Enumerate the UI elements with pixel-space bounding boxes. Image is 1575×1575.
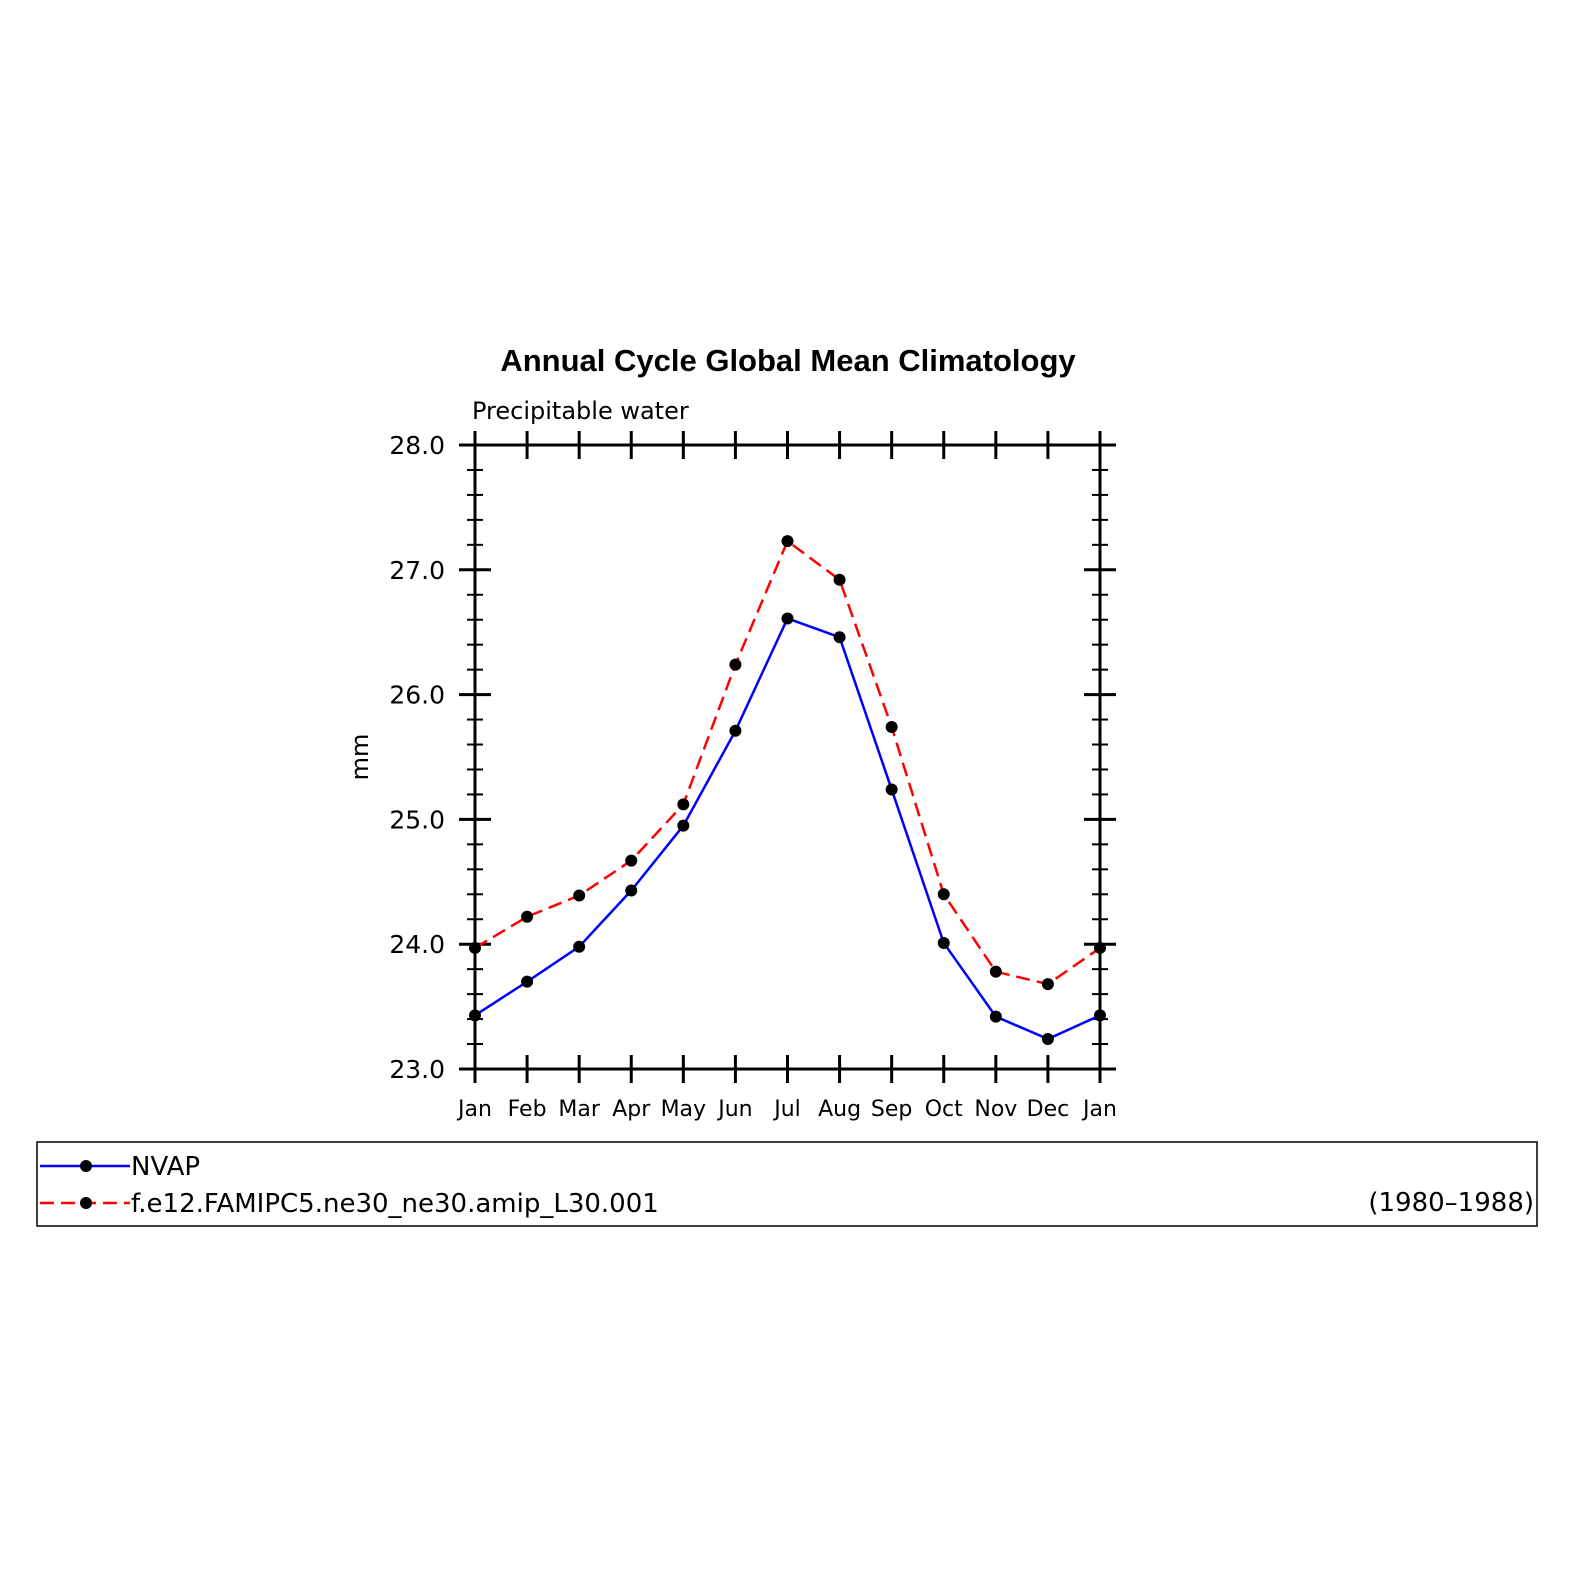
data-point <box>937 936 950 949</box>
data-point <box>833 573 846 586</box>
data-point <box>469 941 481 954</box>
data-point <box>729 658 742 671</box>
x-tick-label: Jan <box>456 1097 492 1122</box>
data-point <box>729 724 742 737</box>
series-markers <box>469 535 1106 1046</box>
chart-subtitle: Precipitable water <box>472 397 689 425</box>
y-tick-label: 25.0 <box>389 805 445 834</box>
data-point <box>521 975 534 988</box>
y-tick-label: 24.0 <box>389 930 445 959</box>
data-point <box>625 884 638 897</box>
x-tick-label: Dec <box>1027 1097 1070 1122</box>
data-point <box>521 910 534 923</box>
data-point <box>1094 941 1106 954</box>
data-point <box>1041 1033 1054 1046</box>
legend-label: NVAP <box>131 1152 200 1182</box>
x-tick-label: Jan <box>1081 1097 1117 1122</box>
x-tick-label: Sep <box>871 1097 912 1122</box>
data-point <box>625 854 638 867</box>
y-tick-label: 26.0 <box>389 681 445 710</box>
axes: Jan Feb Mar Apr May Jun Jul Aug Sep Oct Nov Dec Jan 2… <box>389 431 1117 1122</box>
data-point <box>1094 1009 1106 1022</box>
data-point <box>937 888 950 901</box>
data-point <box>781 612 794 625</box>
data-point <box>677 798 690 811</box>
y-axis-label: mm <box>346 734 374 781</box>
series-line-1 <box>474 539 1101 986</box>
series-line-0 <box>474 616 1101 1041</box>
legend-period-note: (1980–1988) <box>1368 1188 1534 1218</box>
legend-swatch-marker <box>80 1160 92 1172</box>
data-point <box>677 819 690 832</box>
data-point <box>989 965 1002 978</box>
y-tick-label: 28.0 <box>389 431 445 460</box>
x-tick-label: Nov <box>974 1097 1017 1122</box>
legend-swatch-marker <box>80 1197 92 1209</box>
legend: NVAP f.e12.FAMIPC5.ne30_ne30.amip_L30.001 <box>40 1152 659 1219</box>
data-point <box>885 721 898 734</box>
x-tick-label: Jul <box>772 1097 801 1122</box>
data-point <box>781 535 794 548</box>
chart-title: Annual Cycle Global Mean Climatology <box>500 343 1076 378</box>
data-point <box>573 940 586 953</box>
x-tick-label: Feb <box>508 1097 547 1122</box>
x-tick-label: Mar <box>558 1097 600 1122</box>
x-tick-label: Aug <box>818 1097 861 1122</box>
x-tick-label: May <box>661 1097 706 1122</box>
data-point <box>1041 978 1054 991</box>
data-point <box>833 631 846 644</box>
y-tick-label: 27.0 <box>389 556 445 585</box>
x-tick-label: Jun <box>716 1097 752 1122</box>
x-tick-label: Oct <box>925 1097 963 1122</box>
legend-label: f.e12.FAMIPC5.ne30_ne30.amip_L30.001 <box>131 1189 659 1219</box>
legend-box <box>36 1141 1538 1227</box>
x-tick-label: Apr <box>612 1097 651 1122</box>
data-point <box>469 1009 481 1022</box>
data-point <box>989 1010 1002 1023</box>
y-tick-label: 23.0 <box>389 1055 445 1084</box>
data-point <box>885 783 898 796</box>
data-point <box>573 889 586 902</box>
